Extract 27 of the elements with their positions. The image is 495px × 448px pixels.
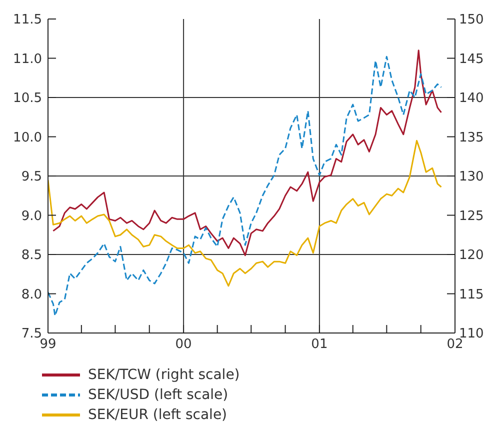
y2-tick-label: 125: [459, 208, 484, 224]
y-tick-label: 11.5: [13, 12, 42, 28]
line-series: [52, 50, 442, 256]
y-tick-label: 10.0: [13, 130, 42, 146]
y-tick-label: 8.0: [21, 287, 42, 302]
line-series: [48, 140, 442, 287]
y2-tick-label: 135: [459, 130, 484, 146]
y-tick-label: 9.0: [21, 208, 42, 224]
y-tick-label: 10.5: [13, 91, 42, 106]
x-tick-label: 01: [311, 337, 328, 352]
y2-tick-label: 150: [459, 12, 484, 28]
y2-tick-label: 120: [459, 248, 484, 264]
legend-label: SEK/USD (left scale): [88, 387, 228, 403]
y2-tick-label: 130: [459, 170, 484, 185]
x-tick-label: 99: [40, 337, 56, 352]
y-tick-label: 11.0: [13, 52, 42, 67]
y-tick-label: 9.5: [21, 170, 42, 185]
x-tick-label: 02: [446, 337, 464, 352]
y-tick-label: 7.5: [21, 326, 42, 342]
legend-label: SEK/TCW (right scale): [88, 367, 240, 383]
y2-tick-label: 140: [459, 91, 484, 106]
legend-label: SEK/EUR (left scale): [88, 407, 228, 423]
y2-tick-label: 145: [459, 52, 484, 67]
y2-tick-label: 115: [459, 287, 484, 302]
line-series: [48, 56, 442, 316]
x-tick-label: 00: [175, 337, 192, 352]
y-tick-label: 8.5: [21, 248, 42, 264]
